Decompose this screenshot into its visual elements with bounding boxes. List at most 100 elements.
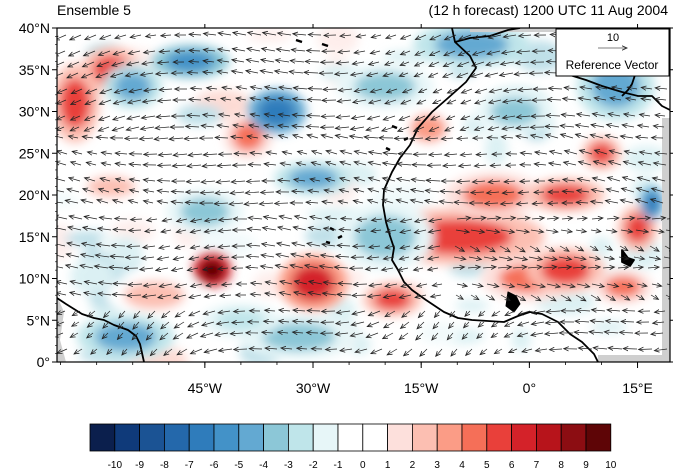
wind-vector bbox=[99, 99, 112, 104]
wind-vector bbox=[131, 219, 143, 220]
wind-vector bbox=[485, 230, 500, 232]
wind-vector bbox=[189, 310, 201, 316]
wind-vector bbox=[84, 126, 95, 131]
wind-vector bbox=[290, 61, 305, 62]
colorbar-swatch bbox=[139, 423, 165, 452]
wind-vector bbox=[275, 71, 289, 73]
wind-vector bbox=[369, 246, 381, 247]
wind-vector bbox=[477, 332, 484, 338]
wind-vector bbox=[589, 332, 604, 333]
wind-vector bbox=[218, 246, 231, 247]
colorbar-swatch bbox=[337, 423, 364, 452]
wind-vector bbox=[513, 257, 527, 260]
wind-vector bbox=[265, 310, 276, 311]
wind-vector bbox=[618, 257, 629, 259]
colorbar-tick-label: -8 bbox=[160, 460, 169, 471]
wind-vector bbox=[250, 87, 263, 89]
wind-vector bbox=[415, 50, 426, 55]
wind-vector bbox=[504, 89, 518, 91]
wind-vector bbox=[516, 127, 530, 128]
wind-vector bbox=[246, 71, 259, 73]
wind-vector bbox=[527, 267, 542, 268]
wind-vector bbox=[100, 34, 112, 39]
wind-vector bbox=[84, 50, 96, 56]
wind-vector bbox=[368, 189, 380, 192]
wind-vector bbox=[262, 244, 276, 246]
wind-vector bbox=[279, 292, 292, 295]
wind-vector bbox=[278, 33, 292, 35]
wind-vector bbox=[67, 189, 80, 192]
wind-vector bbox=[603, 257, 614, 259]
wind-vector bbox=[324, 228, 337, 230]
wind-vector bbox=[411, 190, 425, 192]
wind-vector bbox=[545, 294, 556, 301]
wind-vector bbox=[204, 230, 217, 232]
wind-vector bbox=[452, 267, 465, 268]
wind-vector bbox=[293, 227, 307, 230]
wind-vector bbox=[457, 181, 471, 182]
wind-vector bbox=[534, 164, 547, 165]
anomaly-blob-core bbox=[288, 167, 338, 189]
wind-vector bbox=[397, 179, 411, 181]
wind-vector bbox=[445, 127, 455, 131]
wind-vector bbox=[175, 310, 186, 317]
wind-vector bbox=[263, 33, 277, 35]
wind-vector bbox=[247, 48, 261, 51]
wind-vector bbox=[81, 200, 94, 203]
wind-vector bbox=[563, 99, 577, 100]
wind-vector bbox=[398, 268, 409, 270]
anomaly-blob-core bbox=[86, 176, 136, 198]
wind-vector bbox=[335, 73, 349, 74]
south-america-coastline bbox=[57, 297, 145, 362]
wind-vector bbox=[366, 127, 380, 130]
lon-label: 15°E bbox=[622, 380, 653, 396]
wind-vector bbox=[114, 88, 128, 93]
wind-vector bbox=[244, 203, 259, 204]
wind-vector bbox=[262, 49, 276, 51]
wind-vector bbox=[204, 295, 217, 297]
wind-vector bbox=[472, 181, 486, 182]
wind-vector bbox=[99, 189, 110, 192]
wind-vector bbox=[367, 257, 380, 258]
wind-vector bbox=[501, 284, 514, 287]
wind-vector bbox=[461, 116, 471, 119]
wind-vector bbox=[247, 136, 259, 138]
wind-vector bbox=[455, 295, 463, 299]
wind-vector bbox=[368, 310, 381, 316]
wind-vector bbox=[215, 192, 230, 193]
wind-vector bbox=[492, 310, 501, 316]
wind-vector bbox=[497, 267, 511, 268]
wind-vector bbox=[429, 72, 439, 77]
wind-vector bbox=[245, 192, 260, 193]
wind-vector bbox=[382, 189, 395, 192]
wind-vector bbox=[400, 62, 410, 65]
wind-vector bbox=[522, 349, 533, 352]
colorbar-tick-label: 1 bbox=[385, 460, 391, 471]
wind-vector bbox=[129, 164, 142, 165]
wind-vector bbox=[341, 218, 353, 219]
wind-vector bbox=[275, 265, 289, 268]
wind-vector bbox=[304, 72, 319, 73]
wind-vector bbox=[607, 177, 621, 182]
colorbar-tick-label: 6 bbox=[509, 460, 515, 471]
wind-vector bbox=[650, 294, 658, 299]
colorbar-tick-label: -1 bbox=[334, 460, 343, 471]
wind-vector bbox=[475, 116, 486, 119]
wind-vector bbox=[609, 151, 623, 155]
wind-vector bbox=[370, 51, 381, 53]
wind-vector bbox=[140, 73, 154, 75]
anomaly-texture-patch bbox=[590, 236, 613, 258]
wind-vector bbox=[458, 61, 470, 66]
wind-vector bbox=[293, 34, 307, 35]
wind-vector bbox=[627, 87, 638, 89]
wind-vector bbox=[429, 219, 443, 221]
colorbar-swatch bbox=[486, 423, 512, 452]
wind-vector bbox=[366, 268, 379, 269]
wind-vector bbox=[127, 62, 140, 65]
wind-vector bbox=[136, 348, 143, 355]
wind-vector bbox=[498, 257, 512, 260]
wind-vector bbox=[57, 201, 64, 204]
wind-vector bbox=[455, 230, 469, 232]
wind-vector bbox=[465, 310, 471, 316]
wind-vector bbox=[275, 203, 289, 204]
